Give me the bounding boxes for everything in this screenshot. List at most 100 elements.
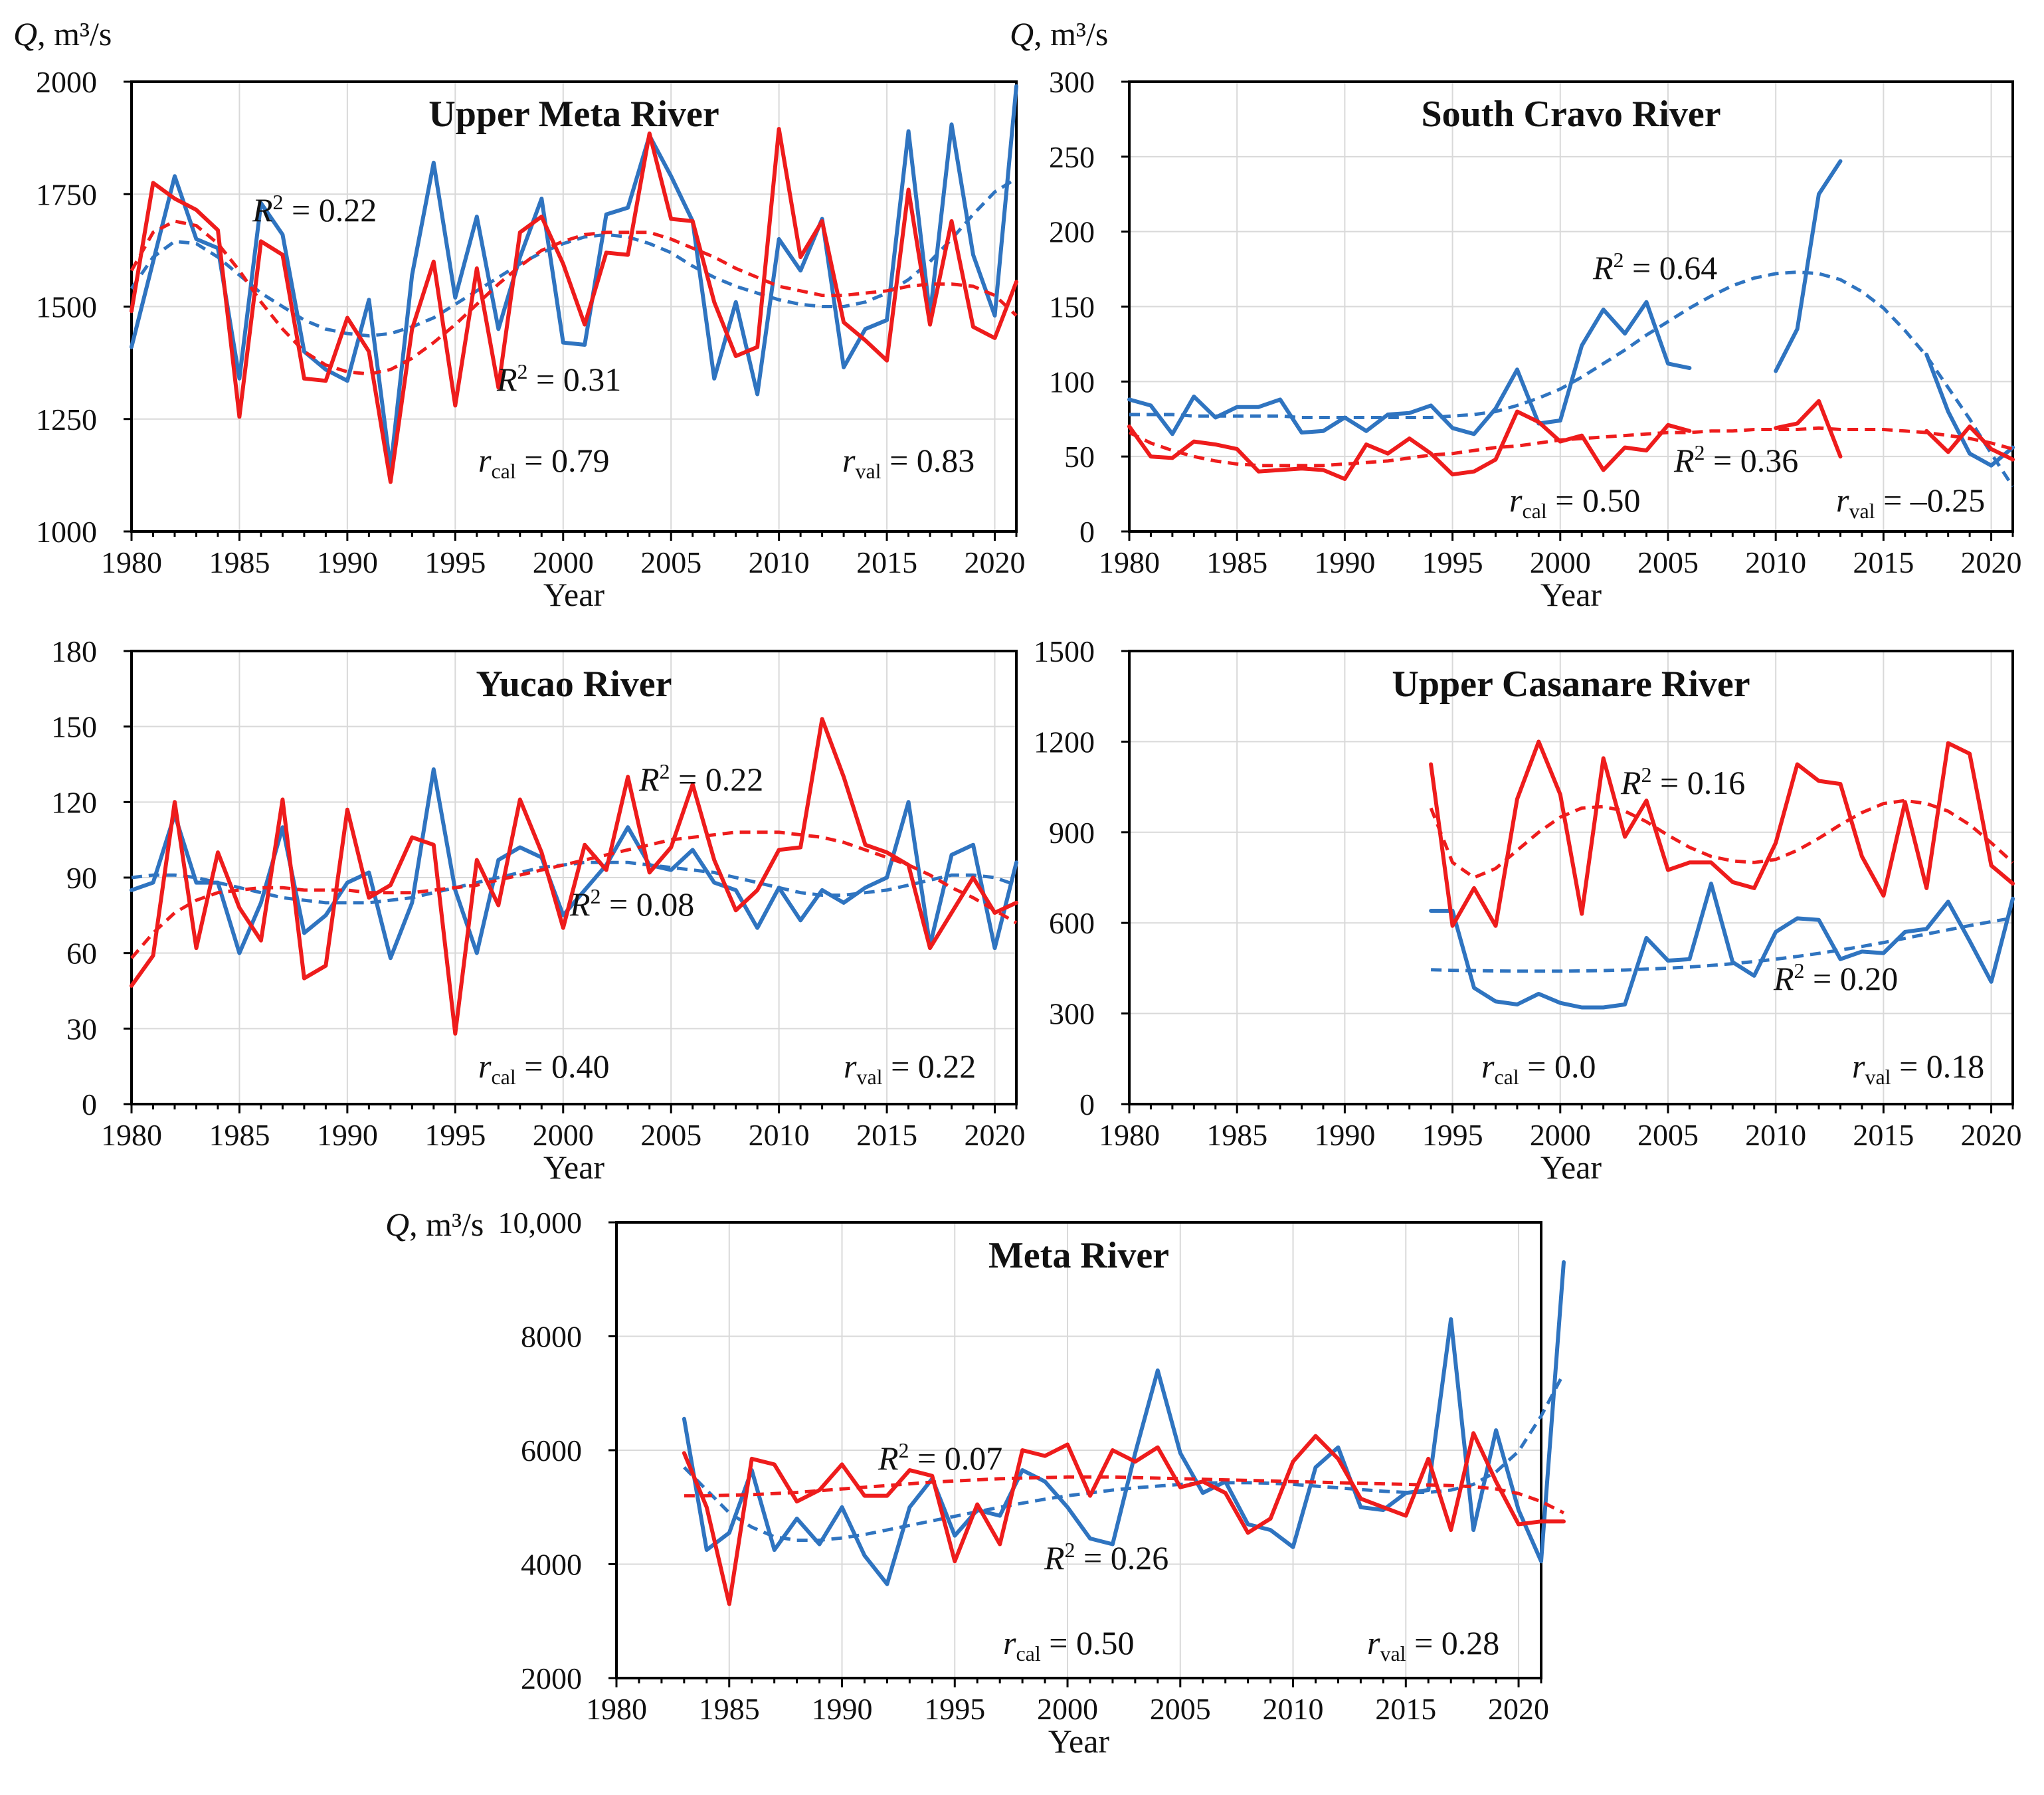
x-tick-label: 1995	[1422, 1118, 1483, 1152]
simulated-series-line	[130, 717, 1018, 1036]
r-val-label: rval = 0.18	[1852, 1048, 1984, 1089]
y-tick-label: 1250	[36, 403, 97, 436]
simulated-series-line	[1127, 399, 2015, 481]
x-tick-label: 2005	[1637, 545, 1699, 579]
x-tick-label: 1990	[317, 545, 378, 579]
x-tick-label: 1985	[1206, 1118, 1267, 1152]
x-tick-label: 2010	[749, 545, 810, 579]
x-tick-label: 1990	[317, 1118, 378, 1152]
x-tick-label: 1995	[924, 1692, 985, 1726]
y-axis-label: Q, m³/s	[1010, 15, 1108, 52]
x-tick-label: 2000	[1037, 1692, 1098, 1726]
y-tick-label: 120	[51, 785, 97, 819]
chart-title: Upper Meta River	[428, 94, 719, 135]
x-tick-label: 2005	[1637, 1118, 1699, 1152]
y-tick-label: 1500	[1034, 634, 1095, 668]
chart-title: Upper Casanare River	[1392, 664, 1750, 705]
r-cal-label: rcal = 0.50	[1509, 482, 1640, 523]
y-axis-label: Q, m³/s	[385, 1206, 484, 1243]
chart-title: Yucao River	[476, 664, 672, 705]
y-tick-label: 8000	[521, 1320, 582, 1354]
y-tick-label: 2000	[36, 65, 97, 99]
y-tick-label: 4000	[521, 1548, 582, 1582]
x-tick-label: 1990	[1314, 1118, 1375, 1152]
y-tick-label: 180	[51, 634, 97, 668]
observed-series-line	[1429, 882, 2015, 1010]
y-tick-label: 30	[66, 1012, 97, 1046]
x-tick-label: 2005	[640, 545, 701, 579]
y-tick-label: 1200	[1034, 725, 1095, 759]
y-tick-label: 300	[1049, 997, 1095, 1031]
simulated-series-line	[130, 127, 1018, 484]
simulated-r2-label: R2 = 0.16	[1620, 763, 1745, 801]
x-tick-label: 2010	[1263, 1692, 1324, 1726]
x-tick-label: 1980	[586, 1692, 647, 1726]
simulated-series-line	[682, 1431, 1566, 1606]
y-tick-label: 300	[1049, 65, 1095, 99]
observed-series-line	[682, 1260, 1566, 1586]
r-val-label: rval = 0.28	[1367, 1624, 1499, 1665]
x-tick-label: 1980	[1099, 545, 1160, 579]
x-tick-label: 1980	[101, 545, 162, 579]
y-tick-label: 0	[82, 1087, 97, 1121]
x-axis-label: Year	[1048, 1723, 1109, 1760]
x-tick-label: 2015	[1853, 545, 1914, 579]
y-axis-label: Q, m³/s	[13, 15, 112, 52]
simulated-r2-label: R2 = 0.31	[496, 359, 621, 398]
x-tick-label: 1990	[1314, 545, 1375, 579]
y-tick-label: 1750	[36, 177, 97, 211]
observed-r2-label: R2 = 0.22	[252, 190, 377, 229]
y-tick-label: 1500	[36, 290, 97, 324]
x-tick-label: 2020	[1488, 1692, 1549, 1726]
y-tick-label: 900	[1049, 816, 1095, 850]
x-tick-label: 1980	[1099, 1118, 1160, 1152]
observed-trend-line	[1129, 270, 2015, 488]
simulated-r2-label: R2 = 0.36	[1673, 440, 1798, 479]
plot-frame	[1128, 650, 2014, 1105]
y-tick-label: 200	[1049, 215, 1095, 249]
x-tick-label: 2000	[1530, 1118, 1591, 1152]
observed-r2-label: R2 = 0.64	[1592, 248, 1717, 286]
observed-trend-line	[1431, 916, 2013, 973]
y-tick-label: 10,000	[498, 1206, 583, 1240]
yucao-panel: 1980 1985 1990 1995 2000 2005 2010 2015 2020 0 30 6…	[51, 634, 1026, 1186]
upper-meta-panel: 1980 1985 1990 1995 2000 2005 2010 2015 2020 1000…	[13, 15, 1026, 613]
y-tick-label: 600	[1049, 906, 1095, 940]
r-cal-label: rcal = 0.50	[1003, 1624, 1134, 1665]
r-val-label: rval = –0.25	[1836, 482, 1985, 523]
x-tick-label: 2010	[1745, 545, 1806, 579]
x-tick-label: 1985	[209, 1118, 270, 1152]
y-tick-label: 0	[1079, 515, 1095, 549]
simulated-series-line	[1429, 739, 2015, 928]
observed-series-line	[130, 767, 1018, 961]
simulated-trend-line	[130, 219, 1018, 376]
simulated-trend-line	[1429, 799, 2014, 880]
x-tick-label: 1985	[699, 1692, 760, 1726]
x-tick-label: 2020	[965, 1118, 1026, 1152]
y-tick-label: 150	[1049, 290, 1095, 324]
r-cal-label: rcal = 0.40	[478, 1048, 609, 1089]
x-tick-label: 2000	[1530, 545, 1591, 579]
x-tick-label: 2005	[1150, 1692, 1211, 1726]
observed-r2-label: R2 = 0.20	[1773, 959, 1898, 997]
x-axis-label: Year	[1540, 576, 1602, 613]
x-tick-label: 1995	[424, 545, 486, 579]
x-tick-label: 2000	[533, 545, 594, 579]
x-tick-label: 2000	[533, 1118, 594, 1152]
upper-casanare-panel: 1980 1985 1990 1995 2000 2005 2010 2015 2020 0 300…	[1034, 634, 2022, 1186]
x-tick-label: 1995	[1422, 545, 1483, 579]
r-cal-label: rcal = 0.0	[1481, 1048, 1596, 1089]
meta-panel: 1980 1985 1990 1995 2000 2005 2010 2015 2020 2000…	[385, 1206, 1566, 1760]
x-tick-label: 2010	[749, 1118, 810, 1152]
south-cravo-panel: 1980 1985 1990 1995 2000 2005 2010 2015 2020 0 50 1…	[1010, 15, 2022, 613]
observed-r2-label: R2 = 0.26	[1044, 1538, 1168, 1576]
chart-title: Meta River	[988, 1235, 1169, 1276]
x-tick-label: 2020	[1961, 1118, 2022, 1152]
y-tick-label: 0	[1079, 1087, 1095, 1121]
x-tick-label: 2020	[1961, 545, 2022, 579]
x-tick-label: 2015	[1853, 1118, 1914, 1152]
x-tick-label: 1990	[812, 1692, 873, 1726]
x-tick-label: 2015	[856, 1118, 917, 1152]
simulated-r2-label: R2 = 0.22	[638, 759, 763, 798]
